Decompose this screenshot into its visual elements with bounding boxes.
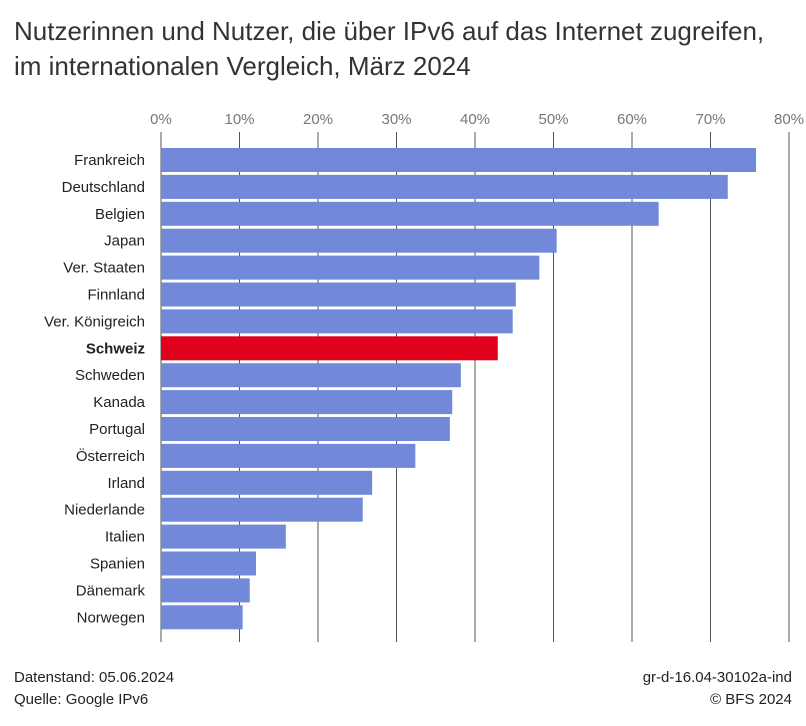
bar-niederlande [161,497,363,522]
bar-finnland [161,282,516,307]
bar-spanien [161,551,256,576]
x-tick-label: 50% [538,111,568,128]
x-tick-label: 70% [695,111,725,128]
x-tick-label: 80% [774,111,804,128]
chart-title: Nutzerinnen und Nutzer, die über IPv6 au… [14,16,765,81]
bar-ver-staaten [161,255,540,280]
bar-kanada [161,390,453,415]
data-source: Quelle: Google IPv6 [14,691,149,708]
x-tick-label: 10% [224,111,254,128]
x-tick-label: 0% [150,111,172,128]
category-label: Norwegen [77,609,145,626]
category-label: Spanien [90,556,145,573]
category-label: Niederlande [64,502,145,519]
category-label: Finnland [87,287,145,304]
category-label: Schweden [75,367,145,384]
data-date: Datenstand: 05.06.2024 [14,669,175,686]
category-label: Japan [104,233,145,250]
x-tick-label: 20% [303,111,333,128]
bar-schweiz [161,336,498,361]
x-tick-label: 30% [381,111,411,128]
bar-norwegen [161,605,243,630]
category-label: Italien [105,529,145,546]
bar-österreich [161,443,416,468]
x-tick-label: 60% [617,111,647,128]
bar-portugal [161,417,450,441]
bar-irland [161,470,373,495]
category-label: Belgien [95,206,145,223]
category-label: Deutschland [62,179,145,196]
x-tick-label: 40% [460,111,490,128]
bar-ver-königreich [161,309,513,334]
category-label: Frankreich [74,152,145,169]
category-label: Ver. Königreich [44,313,145,330]
category-label: Österreich [76,447,145,465]
copyright: © BFS 2024 [710,691,792,708]
category-label: Portugal [89,421,145,438]
category-label: Irland [107,475,145,492]
bar-deutschland [161,174,728,199]
bar-japan [161,228,557,253]
category-label: Dänemark [76,582,146,599]
category-label: Schweiz [86,340,145,357]
bar-dänemark [161,578,250,603]
bar-frankreich [161,148,757,172]
bar-schweden [161,363,461,388]
category-label: Ver. Staaten [63,260,145,277]
category-label: Kanada [93,394,145,411]
bar-belgien [161,201,659,226]
bar-italien [161,524,286,549]
graphic-code: gr-d-16.04-30102a-ind [642,669,792,686]
